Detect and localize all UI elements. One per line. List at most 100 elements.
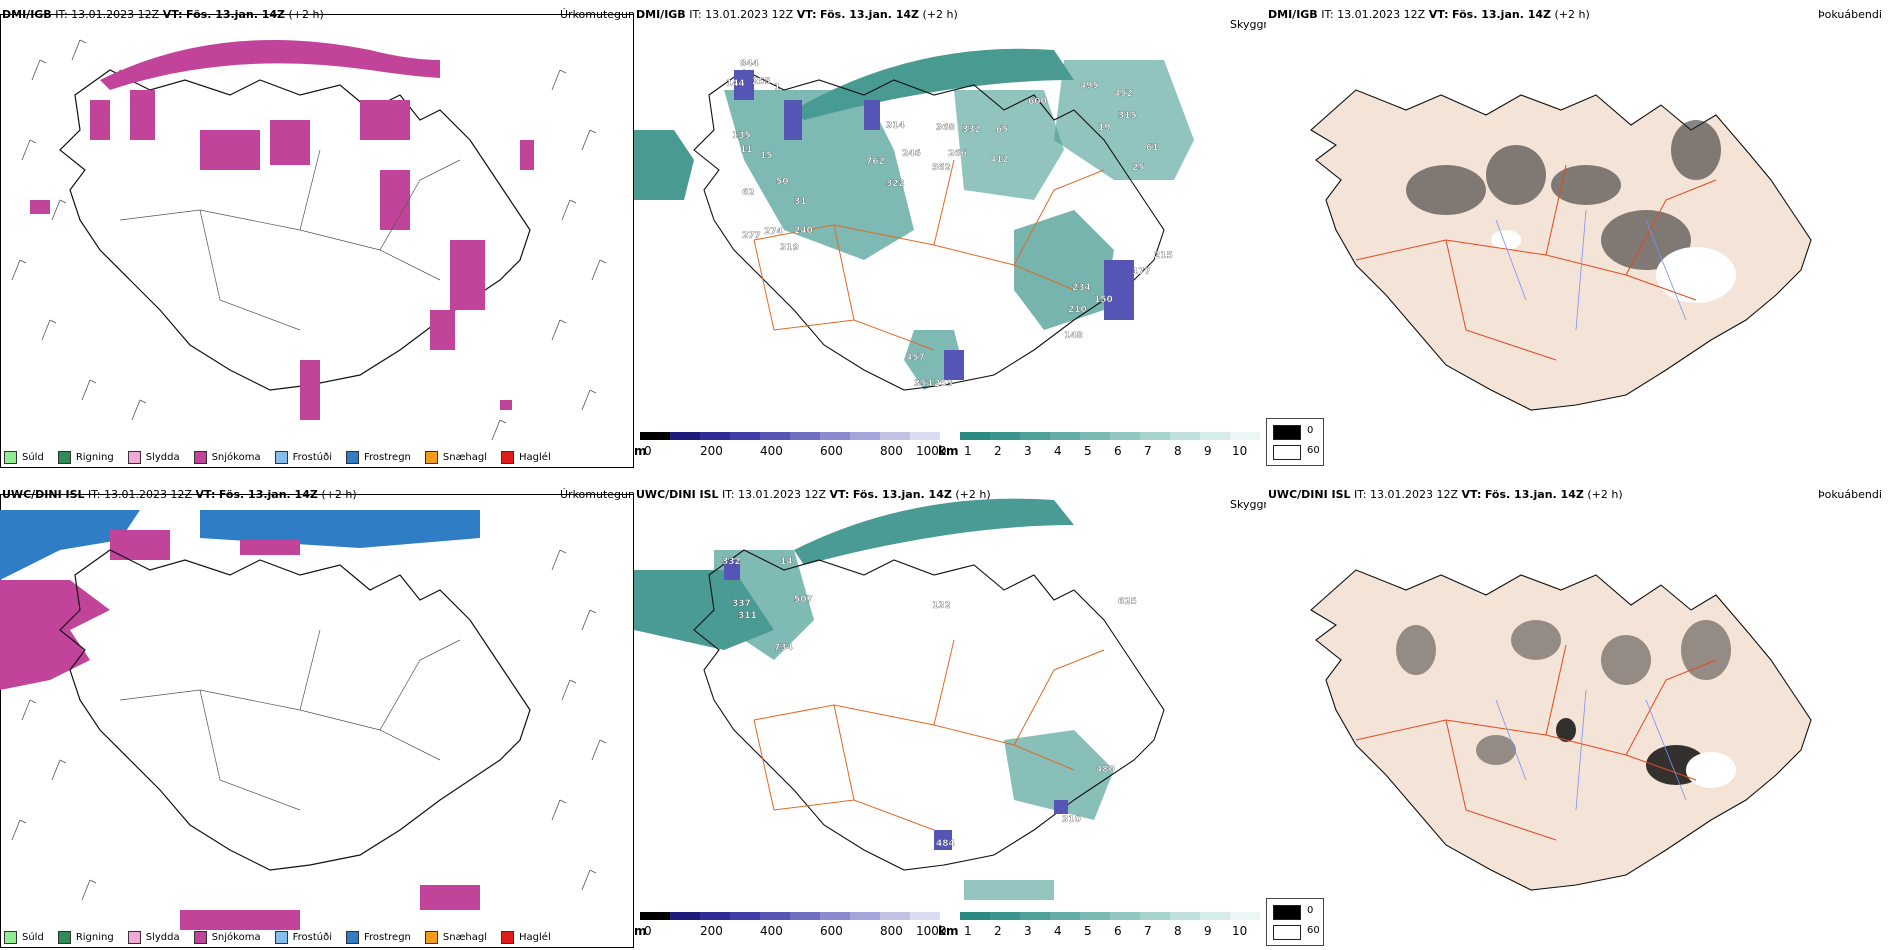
colorbar-tick: 600: [820, 444, 843, 458]
legend-label: Frostregn: [364, 932, 411, 943]
cloud-base-panel: UWC/DINI ISL IT: 13.01.2023 12Z VT: Fös.…: [634, 480, 1266, 950]
colorbar-segment: [670, 432, 700, 440]
legend-label: 0: [1307, 425, 1314, 436]
colorbar-segment: [1140, 432, 1170, 440]
cloud-base-map: 332 14 337 311 507 734 132 625 480 310 4…: [634, 498, 1165, 900]
colorbar-segment: [850, 912, 880, 920]
height-label: 314: [886, 121, 905, 131]
colorbar-segment: [760, 432, 790, 440]
height-label: 354: [914, 379, 933, 389]
legend-label: 0: [1307, 905, 1314, 916]
height-label: 762: [866, 157, 885, 167]
freezing-rain-areas: [0, 510, 480, 580]
iceland-outline: [59, 549, 531, 871]
vt-value: Fös. 13.jan. 14Z: [1484, 488, 1584, 501]
height-label: 311: [738, 611, 757, 621]
height-label: 148: [1064, 331, 1083, 341]
height-label: 150: [1094, 295, 1113, 305]
precip-type-panel: UWC/DINI ISL IT: 13.01.2023 12Z VT: Fös.…: [0, 480, 634, 950]
vt-value: Fös. 13.jan. 14Z: [820, 8, 919, 21]
legend-item: Súld: [4, 931, 44, 944]
colorbar-tick: 400: [760, 924, 783, 938]
height-label: 274: [764, 227, 783, 237]
variable-title: Úrkomutegund: [560, 8, 634, 21]
fog-shading: [1406, 120, 1721, 270]
colorbar-segment: [1200, 432, 1230, 440]
height-label: 210: [1068, 305, 1087, 315]
colorbar-tick: 800: [880, 444, 903, 458]
legend-swatch: [193, 451, 207, 464]
roads: [1355, 644, 1717, 841]
height-label: 50: [776, 177, 789, 187]
colorbar-segment: [1050, 432, 1080, 440]
fog-panel: UWC/DINI ISL IT: 13.01.2023 12Z VT: Fös.…: [1266, 480, 1900, 950]
height-label: 412: [990, 155, 1009, 165]
colorbar-tick: 400: [760, 444, 783, 458]
colorbar-tick: 8: [1174, 444, 1182, 458]
colorbar-segment: [700, 912, 730, 920]
height-label: 255: [752, 77, 771, 87]
legend-swatch: [501, 451, 515, 464]
colorbar-tick: 2: [994, 444, 1002, 458]
fog-panel: DMI/IGB IT: 13.01.2023 12Z VT: Fös. 13.j…: [1266, 0, 1900, 470]
forecast-row-1: DMI/IGB IT: 13.01.2023 12Z VT: Fös. 13.j…: [0, 0, 1900, 470]
height-label: 319: [780, 243, 799, 253]
colorbar-segment: [1080, 912, 1110, 920]
height-label: 734: [774, 643, 793, 653]
colorbar-segment: [880, 912, 910, 920]
colorbar-tick: 4: [1054, 924, 1062, 938]
colorbar-segment: [1230, 912, 1260, 920]
height-label: 484: [936, 839, 955, 849]
fog-map: [1310, 89, 1812, 411]
legend-swatch: [127, 451, 141, 464]
colorbar-tick: 6: [1114, 444, 1122, 458]
variable-title: Þokuábendi: [1818, 8, 1882, 21]
colorbar-tick: 7: [1144, 444, 1152, 458]
colorbar-segment: [1110, 432, 1140, 440]
colorbar-segment: [790, 432, 820, 440]
roads: [753, 639, 1105, 831]
legend-item: Frostregn: [346, 931, 411, 944]
purple-low-cloud: [724, 560, 1068, 850]
legend-item: Rigning: [57, 451, 114, 464]
it-value: 13.01.2023 12Z: [104, 488, 193, 501]
it-value: 13.01.2023 12Z: [1337, 8, 1426, 21]
precip-type-legend: Súld Rigning Slydda Snjókoma Frostúði Fr…: [4, 931, 551, 944]
colorbar-segment: [880, 432, 910, 440]
legend-swatch: [57, 931, 71, 944]
wind-barbs: [11, 39, 607, 441]
model-name: UWC/DINI ISL: [636, 488, 719, 501]
height-label: 215: [1154, 251, 1173, 261]
precip-type-legend: Súld Rigning Slydda Snjókoma Frostúði Fr…: [4, 451, 551, 464]
legend-label: Snæhagl: [442, 452, 488, 463]
panel-frame: [0, 14, 634, 468]
height-label: 322: [886, 179, 905, 189]
legend-swatch: [274, 931, 288, 944]
colorbar-segment: [640, 432, 670, 440]
legend-swatch: [4, 451, 17, 464]
colorbar-segment: [1200, 912, 1230, 920]
legend-swatch: [346, 451, 359, 464]
legend-swatch: [127, 931, 141, 944]
height-label: 177: [1132, 267, 1151, 277]
white-glacier-areas: [1491, 230, 1736, 303]
colorbar-unit: km: [938, 444, 959, 458]
colorbar-segment: [1170, 432, 1200, 440]
purple-low-cloud: [734, 70, 1134, 380]
colorbar-segment: [1020, 912, 1050, 920]
legend-swatch: [4, 931, 17, 944]
colorbar-unit: m: [634, 924, 647, 938]
colorbar-segment: [1110, 912, 1140, 920]
height-label: 625: [1118, 597, 1137, 607]
colorbar-tick: 10: [1232, 444, 1248, 458]
lead-time: (+2 h): [955, 488, 991, 501]
fog-map: [1310, 569, 1812, 891]
variable-title: Skyggni: [1230, 498, 1266, 511]
colorbar-segment: [850, 432, 880, 440]
colorbar-tick: 1: [964, 924, 972, 938]
height-label: 507: [794, 595, 813, 605]
colorbar-tick: 5: [1084, 444, 1092, 458]
it-label: IT:: [1321, 8, 1334, 21]
legend-item: Frostúði: [274, 931, 332, 944]
colorbar-segment: [1140, 912, 1170, 920]
